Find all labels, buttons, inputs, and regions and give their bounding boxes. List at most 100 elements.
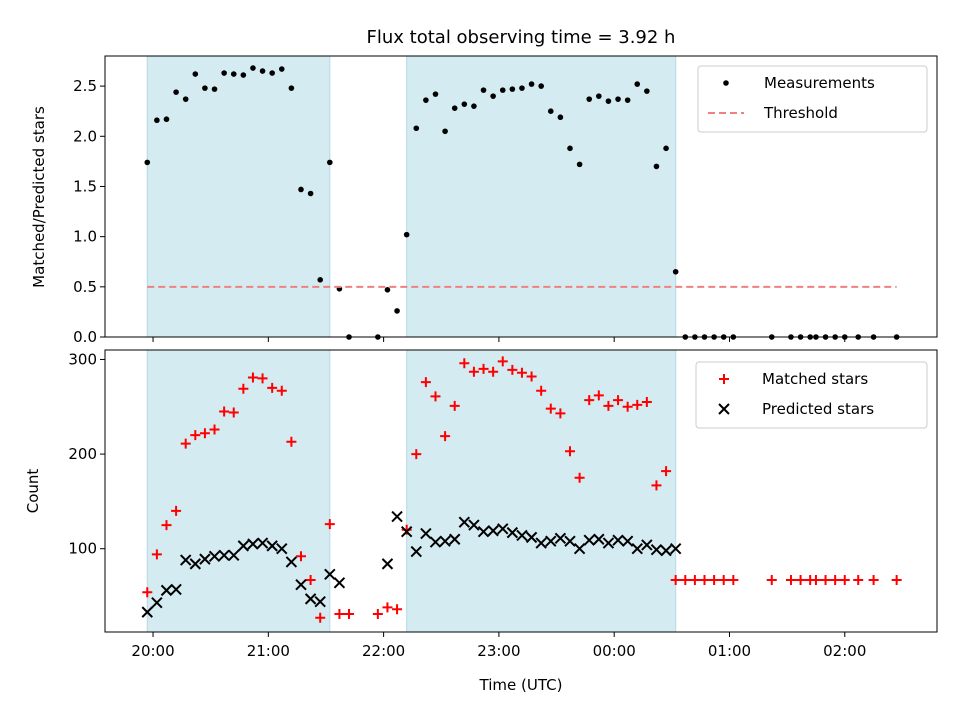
measurements-point [547,108,554,114]
matched-stars-point [382,602,393,613]
shaded-interval-2 [406,55,677,338]
measurements-point [471,103,477,109]
matched-stars-point [267,382,278,393]
measurements-point [519,85,525,91]
matched-stars-point [238,383,249,394]
predicted-stars-point [160,584,173,597]
matched-stars-point [392,604,403,615]
predicted-stars-point [602,537,615,549]
measurements-point [653,163,660,170]
measurements-point [634,81,641,87]
bottom-shaded-intervals [146,349,677,633]
predicted-stars-point [631,543,643,555]
top-axes-frame [104,55,938,338]
matched-stars-point [430,391,441,402]
measurements-point [432,91,439,97]
matched-stars-point [516,367,527,378]
legend-measurements-label: Measurements [764,74,875,92]
predicted-stars-point [497,523,509,535]
measurements-point [538,83,544,89]
measurements-point [288,85,295,91]
predicted-stars-point [420,527,432,540]
predicted-stars-point [391,510,403,523]
predicted-stars-point [304,593,317,605]
y-tick-label: 2.0 [73,127,97,145]
matched-stars-point [709,574,720,585]
measurements-point [528,81,535,87]
top-panel: 0.0 0.5 1.0 1.5 2.0 2.5 Matched/Predicted sta… [30,55,938,346]
measurements-point [423,97,429,103]
y-tick-label: 2.5 [73,77,97,95]
y-tick-label: 100 [68,540,97,558]
matched-stars-point [142,587,153,598]
predicted-stars-point [583,534,595,546]
measurements-point [461,101,468,107]
matched-stars-point [219,406,230,417]
measurements-point [230,71,237,77]
matched-stars-point [478,363,489,374]
predicted-stars-point [554,532,567,545]
matched-stars-point [555,408,566,419]
predicted-stars-point [237,540,250,552]
matched-stars-point [468,366,479,377]
matched-stars-point [820,574,831,585]
bottom-x-ticks: 20:00 21:00 22:00 23:00 00:00 01:00 02:00 [131,632,866,660]
matched-stars-point [661,466,672,477]
predicted-stars-point [545,535,557,547]
matched-stars-point [209,424,220,435]
matched-stars-point [593,390,604,401]
matched-stars-point [151,549,162,560]
predicted-stars-point [314,596,326,608]
predicted-stars-point [410,545,422,558]
matched-stars-point [891,574,902,585]
top-data-marks [144,65,900,340]
measurements-point [499,87,506,93]
measurements-point [480,87,487,93]
predicted-stars-point [525,531,538,544]
matched-stars-point [574,472,585,483]
measurements-point [240,72,247,78]
measurements-point [221,70,227,76]
x-tick-label: 01:00 [708,642,751,660]
matched-stars-point [689,574,700,585]
predicted-stars-point [429,536,442,548]
predicted-stars-point [506,526,519,539]
x-tick-label: 21:00 [247,642,290,660]
matched-stars-point [440,431,451,442]
measurements-point [192,71,199,77]
shaded-interval-1 [146,55,331,338]
y-tick-label: 0.0 [73,328,97,346]
matched-stars-point [853,574,864,585]
y-tick-label: 1.5 [73,177,97,195]
matched-stars-point [324,519,335,530]
measurements-point [307,190,314,197]
matched-stars-point [868,574,879,585]
matched-stars-point [180,438,191,449]
predicted-stars-point [189,558,202,570]
measurements-point [259,68,266,74]
predicted-stars-point [458,516,471,528]
matched-stars-point [401,524,412,535]
legend-matched-stars-label: Matched stars [762,370,868,388]
matched-stars-point [420,377,431,388]
matched-stars-point [449,400,460,411]
chart-title: Flux total observing time = 3.92 h [367,27,676,48]
predicted-stars-point [266,540,278,552]
matched-stars-point [190,430,201,441]
measurements-point [567,145,573,152]
predicted-stars-point [170,583,182,596]
bottom-y-axis-label: Count [24,469,42,514]
measurements-point [663,145,669,152]
matched-stars-point [810,574,821,585]
measurements-point [163,116,170,123]
predicted-stars-point [141,606,153,618]
x-tick-label: 23:00 [477,642,520,660]
top-y-ticks: 0.0 0.5 1.0 1.5 2.0 2.5 [73,77,105,346]
matched-stars-point [839,574,850,585]
matched-stars-point [305,574,316,585]
measurements-point [586,96,593,102]
matched-stars-point [411,449,422,460]
matched-stars-point [526,371,537,382]
matched-stars-point [199,428,210,439]
